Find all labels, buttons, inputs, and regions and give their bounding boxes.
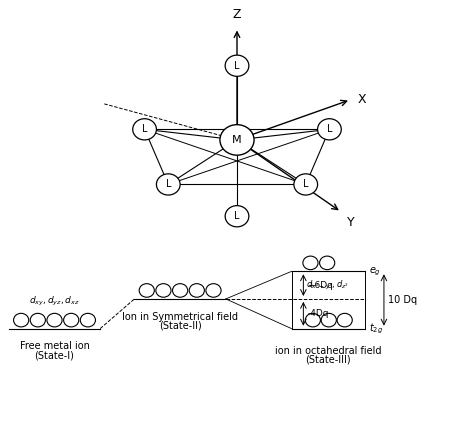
Text: L: L [165, 179, 171, 190]
Text: L: L [142, 124, 147, 134]
Text: 10 Dq: 10 Dq [388, 295, 417, 305]
Text: $t_{2g}$: $t_{2g}$ [369, 321, 383, 336]
Circle shape [294, 174, 318, 195]
Circle shape [225, 206, 249, 227]
Text: (State-III): (State-III) [305, 355, 351, 365]
Text: (State-I): (State-I) [35, 351, 74, 361]
Text: L: L [303, 179, 309, 190]
Text: +6Dq: +6Dq [307, 281, 333, 290]
Text: (State-II): (State-II) [159, 321, 201, 331]
Text: $d_{xy}, d_{yz}, d_{xz}$: $d_{xy}, d_{yz}, d_{xz}$ [29, 295, 80, 308]
Text: Free metal ion: Free metal ion [19, 341, 90, 351]
Text: ion in octahedral field: ion in octahedral field [275, 346, 382, 356]
Text: Y: Y [347, 216, 355, 229]
Text: -4Dq: -4Dq [307, 309, 328, 318]
Circle shape [220, 125, 254, 155]
Circle shape [133, 119, 156, 140]
Text: M: M [232, 135, 242, 145]
Text: X: X [358, 93, 366, 106]
Text: Z: Z [233, 8, 241, 21]
Circle shape [225, 55, 249, 76]
Circle shape [156, 174, 180, 195]
Text: L: L [327, 124, 332, 134]
Text: L: L [234, 211, 240, 221]
Text: $d_{x^2-y^2}, d_{z^2}$: $d_{x^2-y^2}, d_{z^2}$ [306, 279, 348, 292]
Text: Ion in Symmetrical field: Ion in Symmetrical field [122, 312, 238, 322]
Text: $e_g$: $e_g$ [369, 265, 381, 278]
Circle shape [318, 119, 341, 140]
Text: L: L [234, 61, 240, 71]
